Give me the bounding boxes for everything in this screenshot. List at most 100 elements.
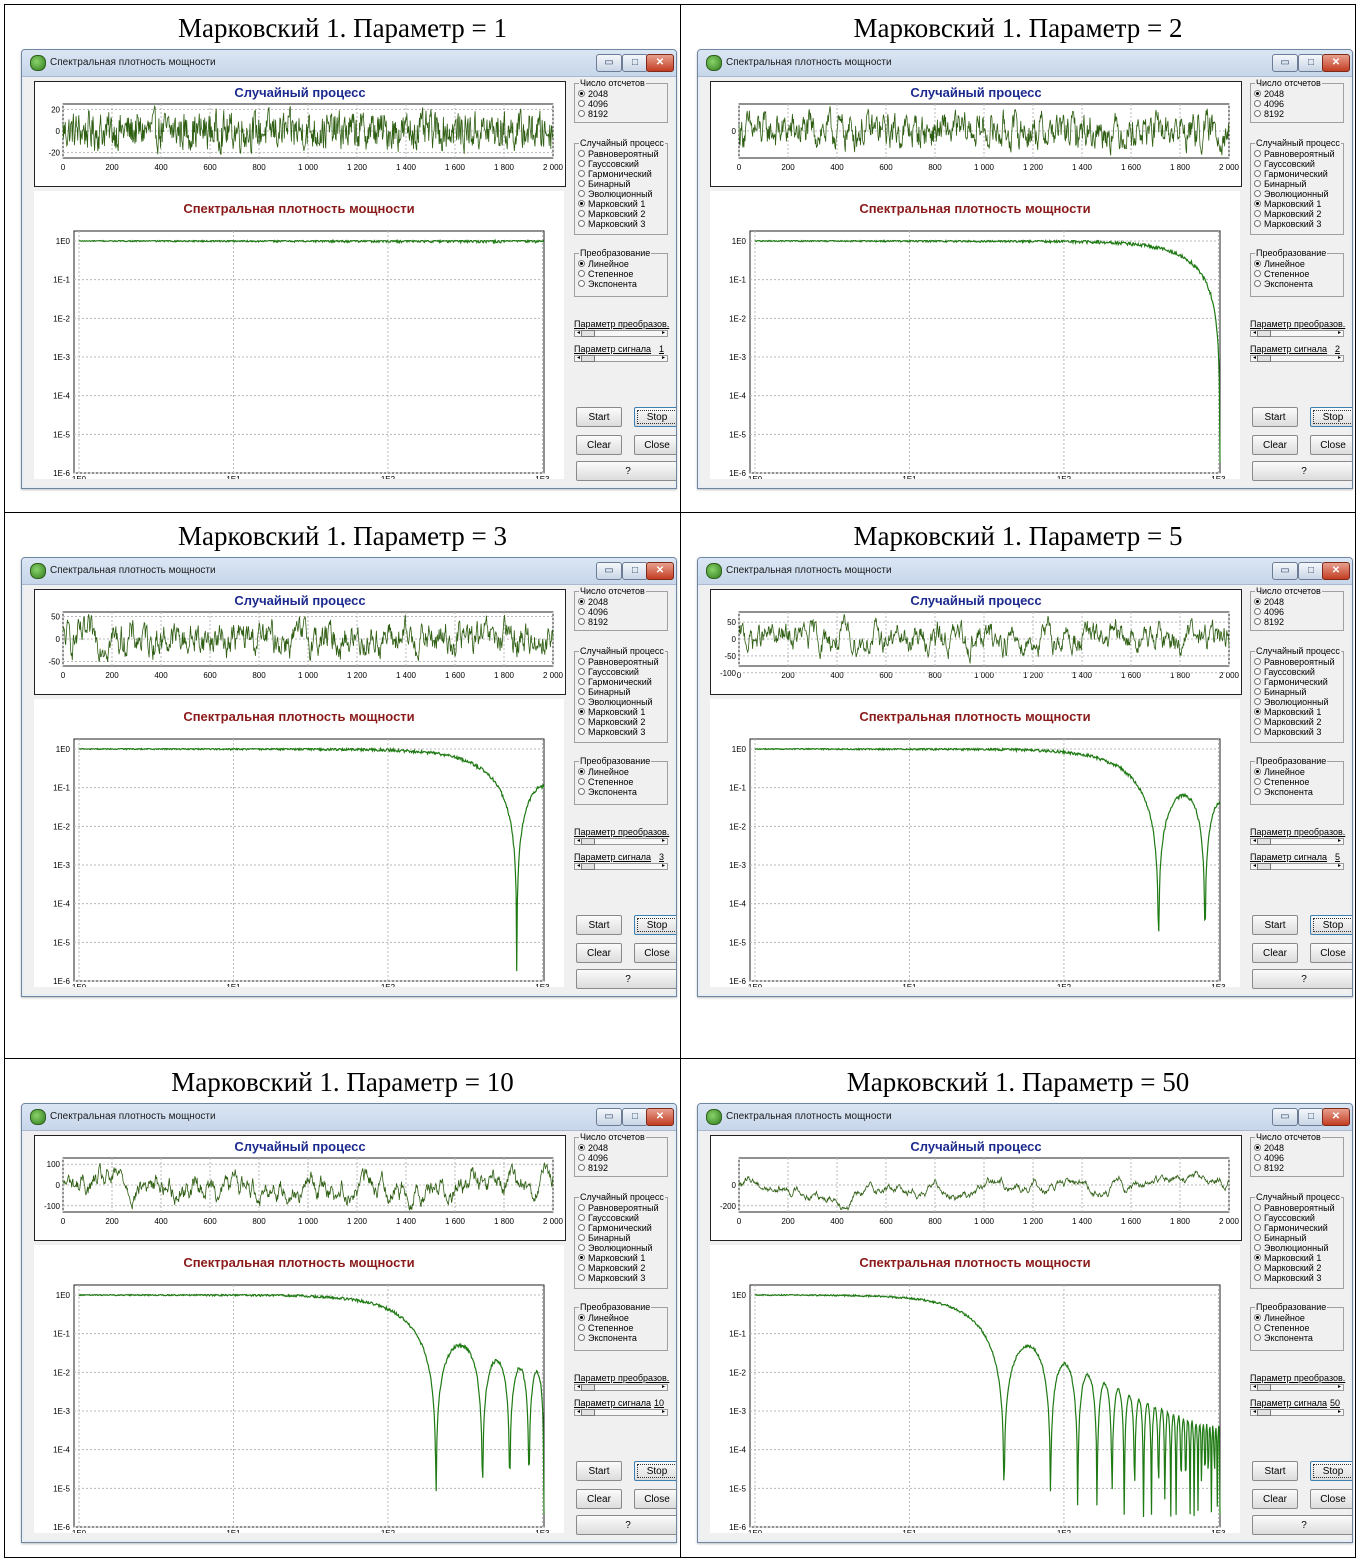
process-group-option[interactable]: Гармонический bbox=[1254, 1223, 1328, 1233]
slider-thumb[interactable] bbox=[581, 838, 595, 845]
slider-thumb[interactable] bbox=[1257, 1409, 1271, 1416]
process-group-option[interactable]: Гауссовский bbox=[1254, 667, 1315, 677]
stop-button[interactable]: Stop bbox=[1310, 1461, 1352, 1481]
radio-button[interactable] bbox=[578, 778, 585, 785]
samples-group-option[interactable]: 4096 bbox=[1254, 1153, 1284, 1163]
close-app-button[interactable]: Close bbox=[634, 1489, 676, 1509]
radio-button[interactable] bbox=[578, 160, 585, 167]
transform-group-option[interactable]: Экспонента bbox=[1254, 1333, 1313, 1343]
radio-button[interactable] bbox=[1254, 100, 1261, 107]
radio-button[interactable] bbox=[578, 1164, 585, 1171]
radio-button[interactable] bbox=[578, 1244, 585, 1251]
stop-button[interactable]: Stop bbox=[1310, 915, 1352, 935]
process-group-option[interactable]: Марковский 1 bbox=[578, 1253, 645, 1263]
process-group-option[interactable]: Марковский 3 bbox=[578, 1273, 645, 1283]
maximize-button[interactable]: □ bbox=[622, 562, 648, 580]
radio-button[interactable] bbox=[1254, 1154, 1261, 1161]
signal-param-slider[interactable]: ◂ ▸ bbox=[1250, 1409, 1344, 1416]
radio-button[interactable] bbox=[1254, 688, 1261, 695]
slider-right-arrow[interactable]: ▸ bbox=[1337, 1409, 1341, 1415]
process-group-option[interactable]: Марковский 1 bbox=[1254, 199, 1321, 209]
radio-button[interactable] bbox=[1254, 1314, 1261, 1321]
radio-button[interactable] bbox=[1254, 1274, 1261, 1281]
transform-param-slider[interactable]: ◂ ▸ bbox=[1250, 838, 1344, 845]
clear-button[interactable]: Clear bbox=[1252, 943, 1298, 963]
radio-button[interactable] bbox=[1254, 668, 1261, 675]
radio-button[interactable] bbox=[1254, 778, 1261, 785]
close-button[interactable]: ✕ bbox=[1322, 562, 1350, 580]
close-button[interactable]: ✕ bbox=[646, 562, 674, 580]
radio-button[interactable] bbox=[578, 1144, 585, 1151]
radio-button[interactable] bbox=[578, 220, 585, 227]
process-group-option[interactable]: Марковский 1 bbox=[1254, 707, 1321, 717]
radio-button[interactable] bbox=[578, 678, 585, 685]
help-button[interactable]: ? bbox=[576, 969, 676, 989]
process-group-option[interactable]: Бинарный bbox=[578, 179, 630, 189]
radio-button[interactable] bbox=[578, 90, 585, 97]
process-group-option[interactable]: Равновероятный bbox=[1254, 657, 1335, 667]
transform-param-slider[interactable]: ◂ ▸ bbox=[574, 1384, 668, 1391]
close-app-button[interactable]: Close bbox=[634, 435, 676, 455]
samples-group-option[interactable]: 4096 bbox=[1254, 607, 1284, 617]
start-button[interactable]: Start bbox=[1252, 915, 1298, 935]
close-button[interactable]: ✕ bbox=[646, 54, 674, 72]
transform-param-slider[interactable]: ◂ ▸ bbox=[1250, 1384, 1344, 1391]
transform-param-slider[interactable]: ◂ ▸ bbox=[1250, 330, 1344, 337]
transform-group-option[interactable]: Степенное bbox=[578, 269, 633, 279]
signal-param-slider[interactable]: ◂ ▸ bbox=[1250, 355, 1344, 362]
clear-button[interactable]: Clear bbox=[1252, 435, 1298, 455]
process-group-option[interactable]: Марковский 2 bbox=[1254, 717, 1321, 727]
radio-button[interactable] bbox=[1254, 728, 1261, 735]
radio-button[interactable] bbox=[1254, 150, 1261, 157]
start-button[interactable]: Start bbox=[1252, 1461, 1298, 1481]
radio-button[interactable] bbox=[578, 190, 585, 197]
close-button[interactable]: ✕ bbox=[1322, 54, 1350, 72]
process-group-option[interactable]: Гауссовский bbox=[578, 667, 639, 677]
samples-group-option[interactable]: 8192 bbox=[578, 109, 608, 119]
process-group-option[interactable]: Гауссовский bbox=[1254, 1213, 1315, 1223]
samples-group-option[interactable]: 8192 bbox=[1254, 1163, 1284, 1173]
radio-button[interactable] bbox=[578, 728, 585, 735]
transform-group-option[interactable]: Экспонента bbox=[1254, 279, 1313, 289]
samples-group-option[interactable]: 4096 bbox=[1254, 99, 1284, 109]
slider-thumb[interactable] bbox=[1257, 1384, 1271, 1391]
slider-right-arrow[interactable]: ▸ bbox=[1337, 330, 1341, 336]
samples-group-option[interactable]: 8192 bbox=[578, 617, 608, 627]
stop-button[interactable]: Stop bbox=[634, 1461, 676, 1481]
maximize-button[interactable]: □ bbox=[622, 54, 648, 72]
process-group-option[interactable]: Бинарный bbox=[578, 687, 630, 697]
slider-right-arrow[interactable]: ▸ bbox=[661, 330, 665, 336]
samples-group-option[interactable]: 4096 bbox=[578, 607, 608, 617]
radio-button[interactable] bbox=[578, 768, 585, 775]
radio-button[interactable] bbox=[578, 200, 585, 207]
process-group-option[interactable]: Равновероятный bbox=[1254, 1203, 1335, 1213]
process-group-option[interactable]: Марковский 3 bbox=[1254, 219, 1321, 229]
transform-param-slider[interactable]: ◂ ▸ bbox=[574, 330, 668, 337]
maximize-button[interactable]: □ bbox=[622, 1108, 648, 1126]
radio-button[interactable] bbox=[578, 608, 585, 615]
transform-group-option[interactable]: Линейное bbox=[1254, 767, 1305, 777]
samples-group-option[interactable]: 4096 bbox=[578, 99, 608, 109]
slider-thumb[interactable] bbox=[1257, 330, 1271, 337]
radio-button[interactable] bbox=[578, 100, 585, 107]
radio-button[interactable] bbox=[1254, 1224, 1261, 1231]
radio-button[interactable] bbox=[578, 708, 585, 715]
radio-button[interactable] bbox=[578, 1314, 585, 1321]
radio-button[interactable] bbox=[1254, 718, 1261, 725]
minimize-button[interactable]: ▭ bbox=[596, 1108, 622, 1126]
transform-group-option[interactable]: Линейное bbox=[1254, 259, 1305, 269]
radio-button[interactable] bbox=[1254, 658, 1261, 665]
clear-button[interactable]: Clear bbox=[576, 943, 622, 963]
radio-button[interactable] bbox=[578, 260, 585, 267]
clear-button[interactable]: Clear bbox=[576, 435, 622, 455]
slider-left-arrow[interactable]: ◂ bbox=[576, 1409, 580, 1415]
radio-button[interactable] bbox=[578, 1324, 585, 1331]
signal-param-slider[interactable]: ◂ ▸ bbox=[574, 1409, 668, 1416]
radio-button[interactable] bbox=[1254, 1254, 1261, 1261]
process-group-option[interactable]: Бинарный bbox=[1254, 179, 1306, 189]
radio-button[interactable] bbox=[1254, 768, 1261, 775]
transform-group-option[interactable]: Степенное bbox=[1254, 777, 1309, 787]
help-button[interactable]: ? bbox=[1252, 969, 1352, 989]
slider-left-arrow[interactable]: ◂ bbox=[576, 838, 580, 844]
process-group-option[interactable]: Эволюционный bbox=[578, 697, 653, 707]
